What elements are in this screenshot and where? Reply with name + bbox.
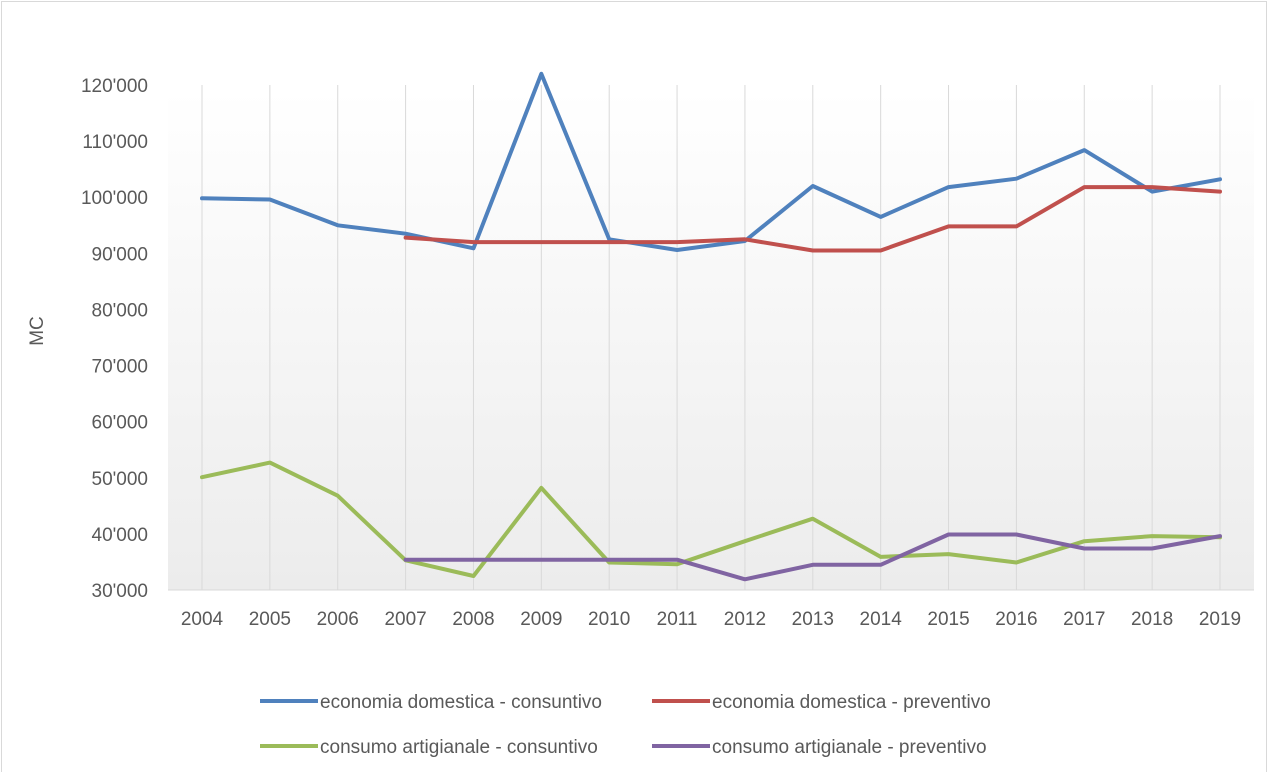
- legend-item: consumo artigianale - preventivo: [652, 737, 987, 758]
- x-tick-label: 2018: [1131, 609, 1173, 630]
- x-tick-label: 2015: [927, 609, 969, 630]
- x-tick-label: 2019: [1199, 609, 1241, 630]
- x-tick-label: 2008: [452, 609, 494, 630]
- series-lines: [200, 71, 1222, 582]
- y-tick-label: 80'000: [92, 300, 148, 321]
- legend-item: economia domestica - preventivo: [652, 692, 991, 713]
- x-tick-label: 2011: [657, 609, 698, 630]
- y-tick-label: 100'000: [81, 188, 148, 209]
- x-tick-label: 2004: [181, 609, 224, 630]
- y-tick-label: 30'000: [92, 581, 148, 602]
- legend-item: economia domestica - consuntivo: [260, 692, 602, 713]
- series-line: [200, 71, 1222, 252]
- y-tick-label: 110'000: [82, 132, 148, 153]
- legend-item: consumo artigianale - consuntivo: [260, 737, 598, 758]
- gridlines: [201, 85, 1221, 590]
- y-axis-ticks: 30'000 40'000 50'000 60'000 70'000 80'000 90'0…: [81, 76, 148, 602]
- y-tick-label: 90'000: [92, 244, 148, 265]
- series-line: [403, 185, 1222, 253]
- series-line: [403, 532, 1222, 582]
- x-axis-ticks: 2004 2005 2006 2007 2008 2009 2010 2011 2012 2013…: [181, 609, 1241, 630]
- x-tick-label: 2014: [860, 609, 903, 630]
- x-tick-label: 2016: [995, 609, 1037, 630]
- x-tick-label: 2006: [317, 609, 359, 630]
- legend-label: economia domestica - preventivo: [712, 692, 991, 713]
- legend: economia domestica - consuntivo economia …: [260, 692, 991, 758]
- x-tick-label: 2010: [588, 609, 630, 630]
- legend-label: consumo artigianale - consuntivo: [320, 737, 598, 758]
- y-tick-label: 50'000: [92, 469, 148, 490]
- x-tick-label: 2012: [724, 609, 766, 630]
- series-line: [200, 460, 1222, 578]
- y-tick-label: 70'000: [92, 357, 148, 378]
- legend-label: consumo artigianale - preventivo: [712, 737, 987, 758]
- x-tick-label: 2017: [1063, 609, 1105, 630]
- y-tick-label: 120'000: [81, 76, 148, 97]
- y-axis-title: MC: [27, 316, 48, 346]
- y-tick-label: 60'000: [92, 413, 148, 434]
- plot-background: [168, 90, 1254, 590]
- y-tick-label: 40'000: [92, 525, 148, 546]
- x-tick-label: 2005: [249, 609, 291, 630]
- x-tick-label: 2007: [384, 609, 426, 630]
- x-tick-label: 2009: [520, 609, 562, 630]
- legend-label: economia domestica - consuntivo: [320, 692, 602, 713]
- x-tick-label: 2013: [792, 609, 834, 630]
